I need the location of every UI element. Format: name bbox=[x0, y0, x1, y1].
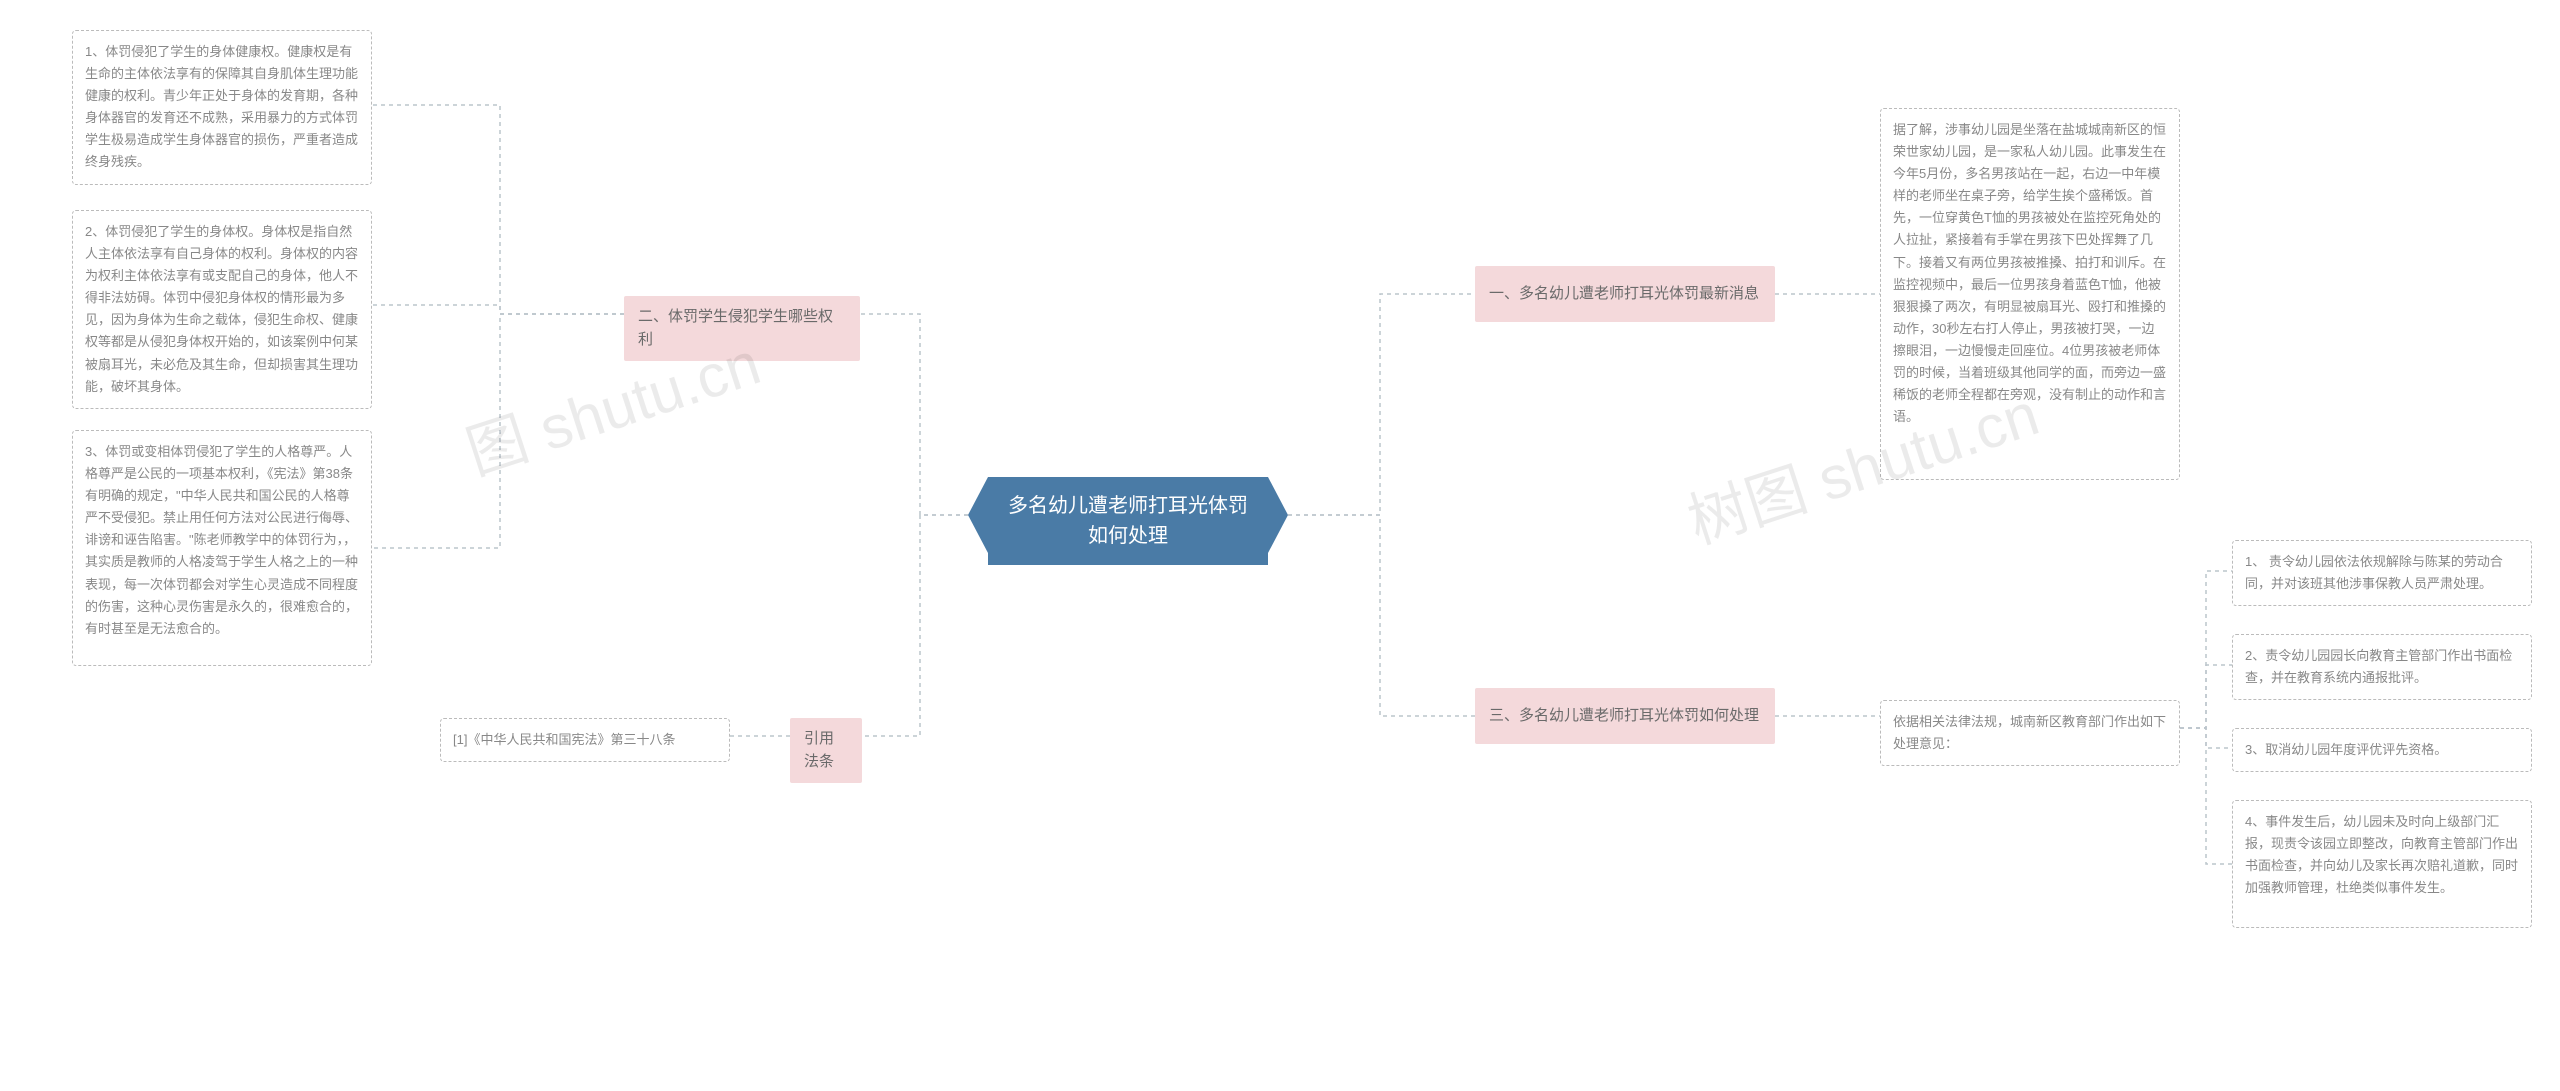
leaf-3-1-text: 1、 责令幼儿园依法依规解除与陈某的劳动合同，并对该班其他涉事保教人员严肃处理。 bbox=[2245, 551, 2519, 595]
leaf-3-2-text: 2、责令幼儿园园长向教育主管部门作出书面检查，并在教育系统内通报批评。 bbox=[2245, 645, 2519, 689]
branch-3-label: 三、多名幼儿遭老师打耳光体罚如何处理 bbox=[1489, 705, 1759, 728]
leaf-1-1-text: 据了解，涉事幼儿园是坐落在盐城城南新区的恒荣世家幼儿园，是一家私人幼儿园。此事发… bbox=[1893, 119, 2167, 428]
leaf-2-1-text: 1、体罚侵犯了学生的身体健康权。健康权是有生命的主体依法享有的保障其自身肌体生理… bbox=[85, 41, 359, 174]
branch-1: 一、多名幼儿遭老师打耳光体罚最新消息 bbox=[1475, 266, 1775, 322]
leaf-2-3: 3、体罚或变相体罚侵犯了学生的人格尊严。人格尊严是公民的一项基本权利，《宪法》第… bbox=[72, 430, 372, 666]
leaf-3-3: 3、取消幼儿园年度评优评先资格。 bbox=[2232, 728, 2532, 772]
leaf-2-1: 1、体罚侵犯了学生的身体健康权。健康权是有生命的主体依法享有的保障其自身肌体生理… bbox=[72, 30, 372, 185]
leaf-3-3-text: 3、取消幼儿园年度评优评先资格。 bbox=[2245, 739, 2447, 761]
root-title: 多名幼儿遭老师打耳光体罚如何处理 bbox=[1006, 491, 1250, 551]
leaf-3-0: 依据相关法律法规，城南新区教育部门作出如下处理意见： bbox=[1880, 700, 2180, 766]
leaf-3-2: 2、责令幼儿园园长向教育主管部门作出书面检查，并在教育系统内通报批评。 bbox=[2232, 634, 2532, 700]
branch-1-label: 一、多名幼儿遭老师打耳光体罚最新消息 bbox=[1489, 283, 1759, 306]
leaf-3-4-text: 4、事件发生后，幼儿园未及时向上级部门汇报，现责令该园立即整改，向教育主管部门作… bbox=[2245, 811, 2519, 899]
leaf-2-3-text: 3、体罚或变相体罚侵犯了学生的人格尊严。人格尊严是公民的一项基本权利，《宪法》第… bbox=[85, 441, 359, 640]
leaf-4-1: [1]《中华人民共和国宪法》第三十八条 bbox=[440, 718, 730, 762]
leaf-3-0-text: 依据相关法律法规，城南新区教育部门作出如下处理意见： bbox=[1893, 711, 2167, 755]
branch-2-label: 二、体罚学生侵犯学生哪些权利 bbox=[638, 306, 846, 351]
leaf-3-4: 4、事件发生后，幼儿园未及时向上级部门汇报，现责令该园立即整改，向教育主管部门作… bbox=[2232, 800, 2532, 928]
leaf-4-1-text: [1]《中华人民共和国宪法》第三十八条 bbox=[453, 729, 675, 751]
branch-4-label: 引用法条 bbox=[804, 728, 848, 773]
leaf-2-2-text: 2、体罚侵犯了学生的身体权。身体权是指自然人主体依法享有自己身体的权利。身体权的… bbox=[85, 221, 359, 398]
root-node: 多名幼儿遭老师打耳光体罚如何处理 bbox=[988, 477, 1268, 565]
leaf-3-1: 1、 责令幼儿园依法依规解除与陈某的劳动合同，并对该班其他涉事保教人员严肃处理。 bbox=[2232, 540, 2532, 606]
leaf-2-2: 2、体罚侵犯了学生的身体权。身体权是指自然人主体依法享有自己身体的权利。身体权的… bbox=[72, 210, 372, 409]
leaf-1-1: 据了解，涉事幼儿园是坐落在盐城城南新区的恒荣世家幼儿园，是一家私人幼儿园。此事发… bbox=[1880, 108, 2180, 480]
branch-4: 引用法条 bbox=[790, 718, 862, 783]
branch-3: 三、多名幼儿遭老师打耳光体罚如何处理 bbox=[1475, 688, 1775, 744]
branch-2: 二、体罚学生侵犯学生哪些权利 bbox=[624, 296, 860, 361]
